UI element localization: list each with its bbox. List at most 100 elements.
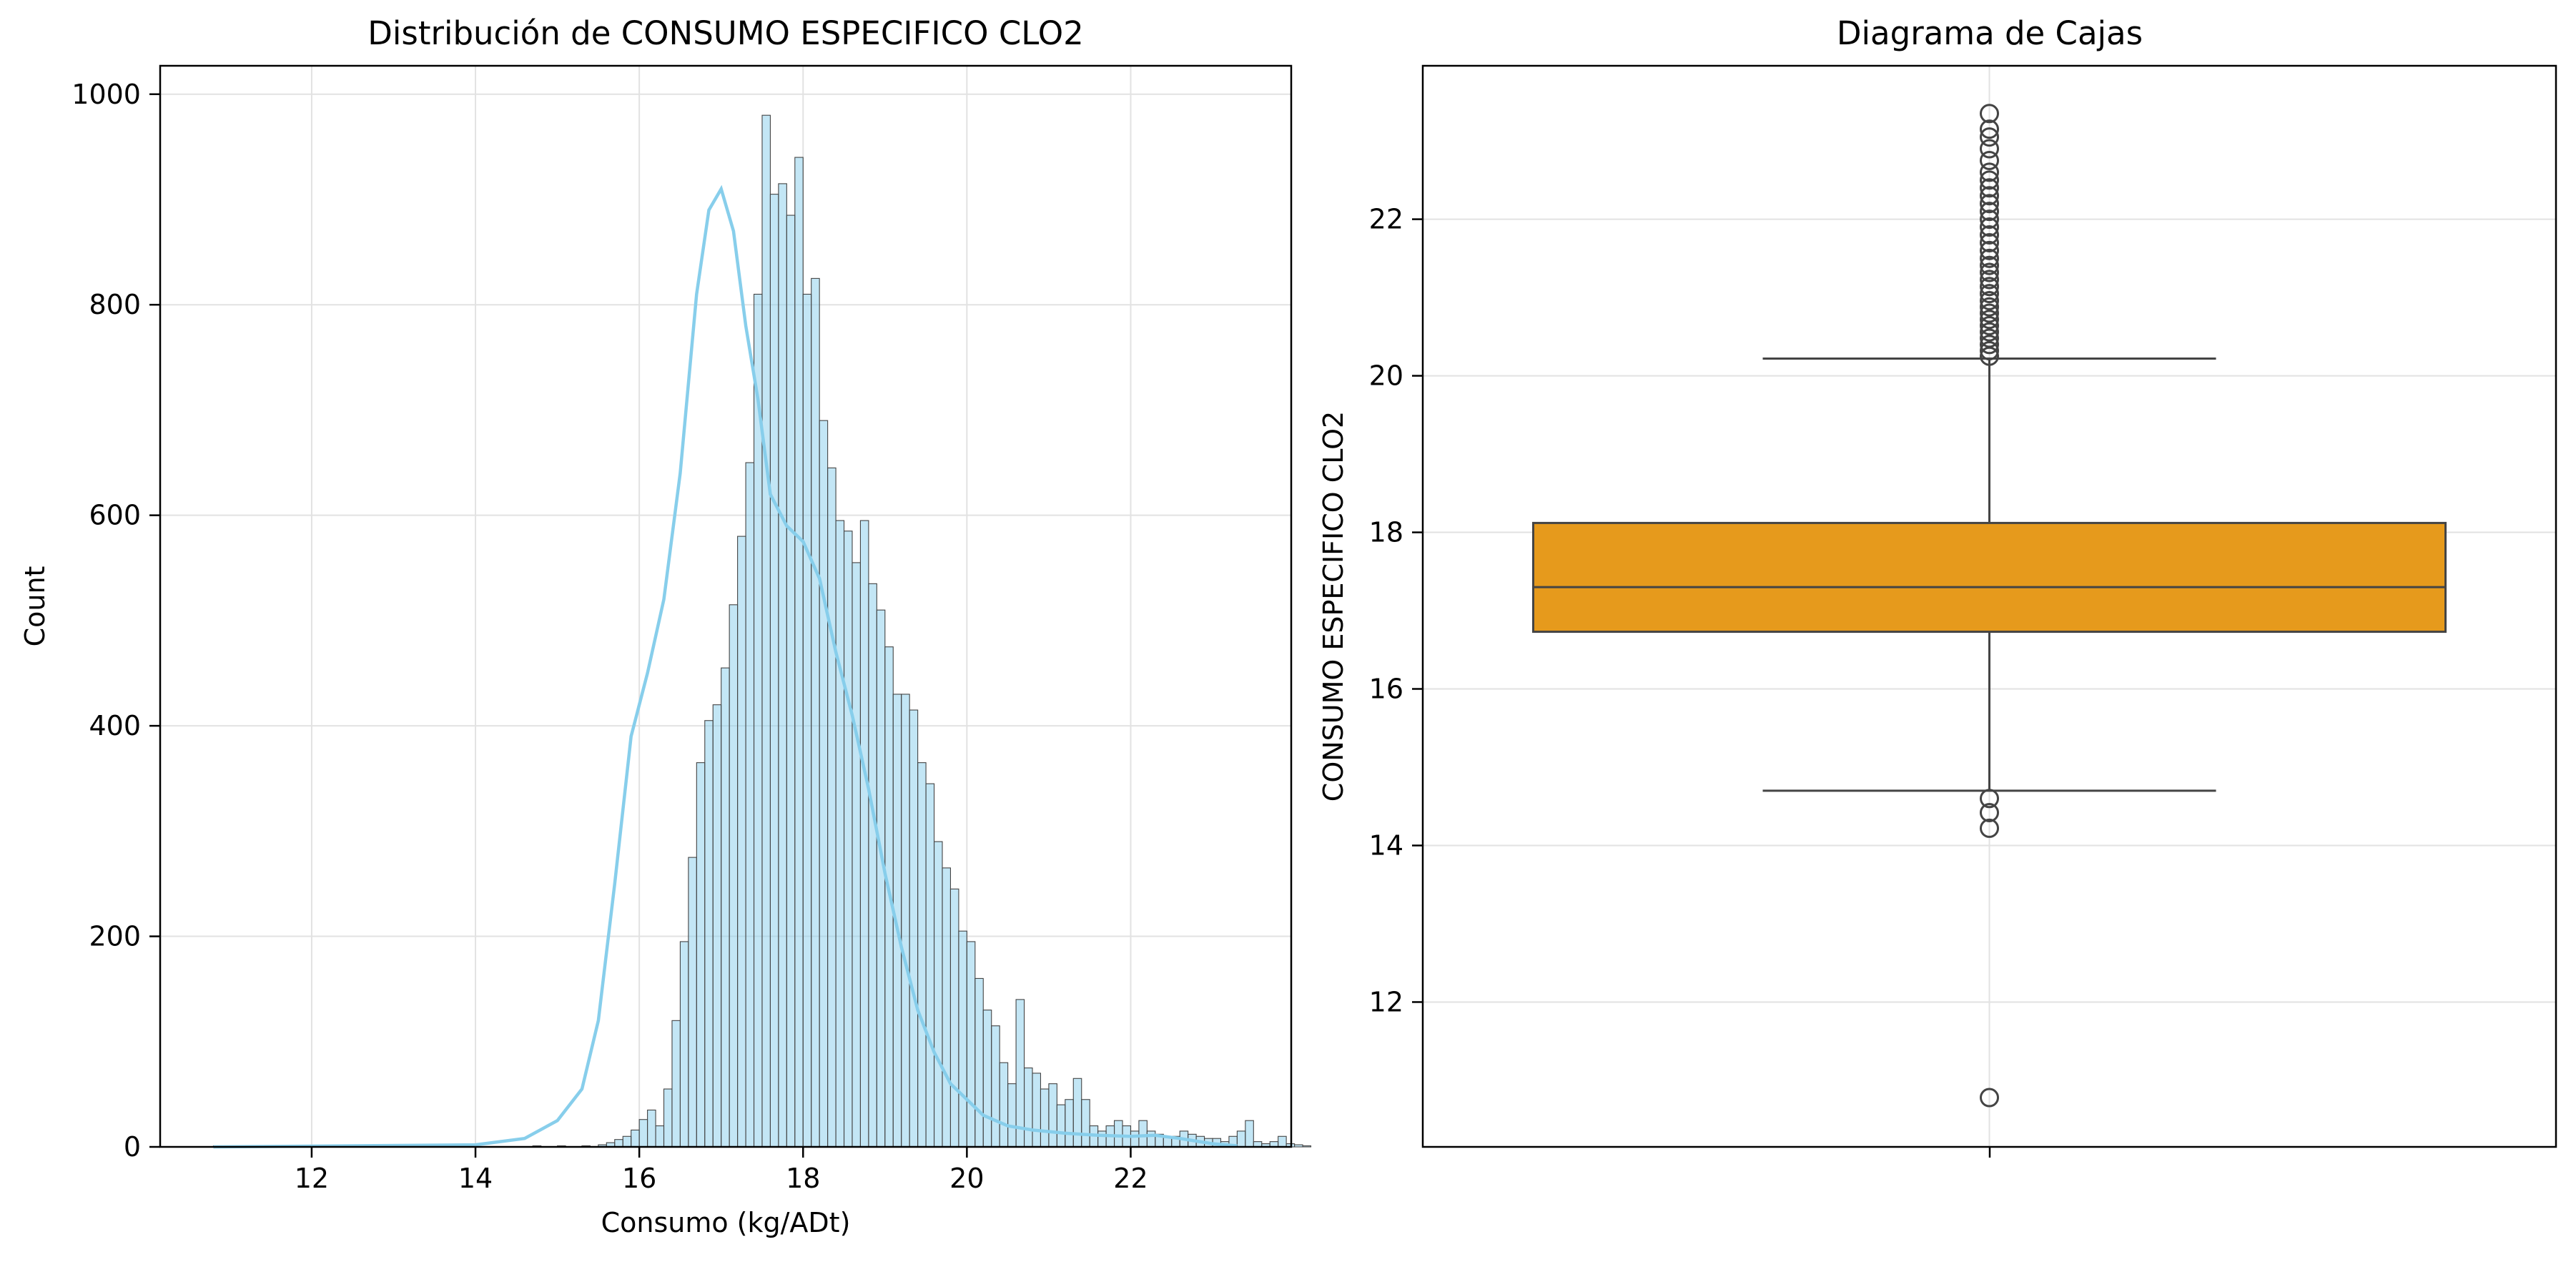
- x-tick-label: 18: [786, 1163, 820, 1194]
- histogram-bar: [925, 783, 935, 1148]
- histogram-bar: [1024, 1068, 1033, 1148]
- histogram-bar: [1278, 1135, 1287, 1148]
- histogram-bar: [1130, 1130, 1140, 1148]
- outlier-point: [1980, 150, 1999, 170]
- x-tick-label: 22: [1113, 1163, 1148, 1194]
- histogram-bar: [696, 762, 706, 1148]
- outlier-point: [1980, 1088, 1999, 1108]
- histogram-bar: [819, 420, 829, 1148]
- outlier-point: [1980, 802, 1999, 822]
- outlier-point: [1980, 322, 1999, 342]
- outlier-point: [1980, 217, 1999, 237]
- histogram-bar: [933, 841, 943, 1148]
- outlier-point: [1980, 232, 1999, 252]
- histogram-bar: [663, 1088, 673, 1148]
- histogram-bar: [737, 536, 746, 1148]
- outlier-point: [1980, 297, 1999, 317]
- outlier-point: [1980, 818, 1999, 838]
- histogram-bar: [622, 1135, 632, 1148]
- histogram-bar: [835, 520, 845, 1148]
- histogram-bar: [614, 1139, 623, 1148]
- histogram-bar: [1138, 1120, 1148, 1148]
- outlier-point: [1980, 335, 1999, 355]
- histogram-bar: [1236, 1130, 1246, 1148]
- outlier-point: [1980, 225, 1999, 245]
- outlier-point: [1980, 209, 1999, 230]
- outlier-point: [1980, 104, 1999, 124]
- histogram-bar: [794, 157, 804, 1148]
- x-tick-label: 12: [295, 1163, 329, 1194]
- histogram-bar: [843, 531, 853, 1148]
- y-tick-label: 200: [89, 921, 141, 952]
- histogram-x-axis-label: Consumo (kg/ADt): [601, 1207, 851, 1238]
- x-tick-label: 14: [458, 1163, 493, 1194]
- histogram-bar: [974, 977, 984, 1148]
- histogram-bar: [638, 1119, 648, 1148]
- histogram-bar: [1065, 1099, 1074, 1148]
- histogram-bar: [769, 194, 779, 1148]
- y-tick-label: 14: [1369, 829, 1403, 861]
- histogram-bar: [966, 941, 976, 1148]
- histogram-bar: [745, 462, 755, 1148]
- boxplot-title: Diagrama de Cajas: [1837, 14, 2143, 52]
- histogram-bar: [917, 762, 927, 1148]
- histogram-bar: [909, 709, 919, 1148]
- boxplot-outliers: [1980, 104, 1999, 1108]
- histogram-y-axis-label: Count: [19, 566, 51, 647]
- y-tick-label: 22: [1369, 204, 1403, 235]
- histogram-bar: [982, 1010, 992, 1148]
- outlier-point: [1980, 240, 1999, 260]
- outlier-point: [1980, 119, 1999, 139]
- histogram-bar: [761, 114, 771, 1148]
- histogram-bar: [778, 183, 787, 1148]
- y-tick-label: 18: [1369, 517, 1403, 548]
- outlier-point: [1980, 341, 1999, 361]
- histogram-bar: [679, 941, 689, 1148]
- histogram-bar: [901, 694, 910, 1148]
- histogram-bar: [671, 1020, 681, 1148]
- histogram-bar: [655, 1125, 665, 1148]
- y-tick-label: 1000: [71, 79, 141, 110]
- kde-curve: [213, 184, 1238, 1149]
- histogram-x-ticks: 12 14 16 18 20 22: [295, 1147, 1148, 1194]
- histogram-bar: [1097, 1130, 1107, 1148]
- iqr-box: [1532, 521, 2447, 634]
- histogram-bar: [811, 277, 820, 1148]
- histogram-bar: [704, 720, 714, 1148]
- histogram-panel: Distribución de CONSUMO ESPECIFICO CLO2 …: [19, 14, 1312, 1238]
- histogram-bar: [1032, 1073, 1042, 1148]
- histogram-bar: [1114, 1120, 1123, 1148]
- outlier-point: [1980, 328, 1999, 348]
- histogram-bar: [631, 1129, 640, 1148]
- outlier-point: [1980, 255, 1999, 275]
- outlier-point: [1980, 290, 1999, 310]
- y-tick-label: 800: [89, 289, 141, 320]
- outlier-point: [1980, 277, 1999, 297]
- histogram-bar: [1048, 1083, 1057, 1148]
- histogram-bar: [786, 215, 796, 1148]
- histogram-bar: [1302, 1145, 1312, 1148]
- outlier-point: [1980, 310, 1999, 330]
- y-tick-label: 0: [124, 1131, 141, 1163]
- boxplot-y-ticks: 12 14 16 18 20 22: [1369, 204, 1423, 1017]
- outlier-point: [1980, 202, 1999, 222]
- histogram-bar: [827, 467, 837, 1148]
- histogram-bar: [729, 604, 739, 1148]
- histogram-bar: [688, 857, 697, 1148]
- x-tick-label: 16: [622, 1163, 656, 1194]
- histogram-bar: [999, 1062, 1009, 1148]
- histogram-bar: [991, 1025, 1000, 1148]
- histogram-bar: [859, 520, 869, 1148]
- outlier-point: [1980, 178, 1999, 198]
- outlier-point: [1980, 262, 1999, 282]
- boxplot-body: [1532, 357, 2447, 792]
- outlier-point: [1980, 162, 1999, 182]
- histogram-bar: [721, 667, 730, 1148]
- y-tick-label: 400: [89, 710, 141, 741]
- histogram-bar: [1015, 999, 1025, 1148]
- outlier-point: [1980, 248, 1999, 268]
- histogram-bar: [1245, 1120, 1254, 1148]
- histogram-y-ticks: 0 200 400 600 800 1000: [71, 79, 160, 1163]
- outlier-point: [1980, 127, 1999, 147]
